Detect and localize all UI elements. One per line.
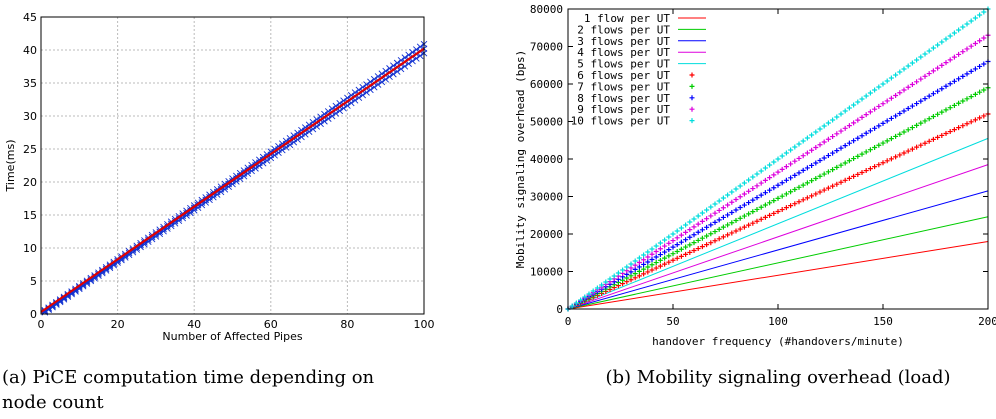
chart-a-x-axis-label: Number of Affected Pipes [162,330,302,343]
chart-b-y-tick-label: 70000 [530,41,563,54]
chart-b-legend: 1 flow per UT2 flows per UT3 flows per U… [571,12,706,128]
chart-b-legend-label: 9 flows per UT [577,103,670,116]
chart-b-legend-point-swatch [689,72,695,78]
chart-b-ticks: 0 50 100 150 200 0 10000 20000 30000 40000 50000 60… [530,3,996,328]
chart-b-series-points [565,111,991,312]
chart-b-x-axis-label: handover frequency (#handovers/minute) [652,335,904,348]
chart-a-fit-line [40,47,425,313]
chart-b-legend-point-swatch [689,83,695,89]
chart-a-y-tick-label: 35 [23,77,37,90]
chart-a-y-tick-label: 30 [23,110,37,123]
chart-a-y-tick-label: 20 [23,176,37,189]
chart-b-x-tick-label: 0 [565,315,572,328]
chart-a-y-tick-label: 40 [23,44,37,57]
chart-b-y-tick-label: 20000 [530,228,563,241]
chart-a-marks [40,40,428,316]
chart-a-x-tick-label: 40 [187,318,201,331]
chart-b-legend-label: 6 flows per UT [577,69,670,82]
chart-b-y-axis-label: Mobility signaling overhead (bps) [514,50,527,269]
chart-b-legend-label: 7 flows per UT [577,80,670,93]
chart-a-x-tick-label: 20 [111,318,125,331]
chart-a-ticks: 0 20 40 60 80 100 0 5 10 15 20 25 30 35 40 45 [23,11,435,331]
chart-b-legend-point-swatch [689,118,695,124]
chart-b-legend-label: 3 flows per UT [577,35,670,48]
chart-b-series-line [567,241,989,310]
chart-b-legend-label: 1 flow per UT [584,12,670,25]
chart-a-y-tick-label: 25 [23,143,37,156]
chart-b-x-tick-label: 150 [873,315,893,328]
chart-b-series-line [567,190,989,310]
chart-b-y-tick-label: 0 [556,303,563,316]
chart-a-y-tick-label: 0 [30,308,37,321]
chart-a-plot-frame [40,16,425,315]
chart-b-series-line [567,164,989,310]
chart-a-caption-line2: node count [2,392,104,413]
chart-b-legend-point-swatch [689,106,695,112]
chart-a-x-tick-label: 100 [414,318,435,331]
chart-b-y-tick-label: 40000 [530,153,563,166]
chart-a-caption-line1: (a) PiCE computation time depending on [2,367,375,388]
chart-b-series-line [567,137,989,310]
chart-a-y-axis-label: Time(ms) [4,140,17,193]
chart-b-legend-point-swatch [689,95,695,101]
chart-a-y-tick-label: 5 [30,275,37,288]
chart-b-x-tick-label: 100 [768,315,788,328]
chart-b-series-line [567,216,989,310]
chart-a-x-tick-label: 0 [38,318,45,331]
chart-a-y-tick-label: 10 [23,242,37,255]
chart-b-legend-label: 2 flows per UT [577,23,670,36]
chart-a-x-tick-label: 60 [264,318,278,331]
chart-a-y-tick-label: 15 [23,209,37,222]
chart-b-y-tick-label: 30000 [530,191,563,204]
chart-b-y-tick-label: 60000 [530,78,563,91]
chart-b-x-tick-label: 50 [666,315,679,328]
chart-a-y-tick-label: 45 [23,11,37,24]
chart-b-legend-label: 5 flows per UT [577,58,670,71]
chart-b-legend-label: 4 flows per UT [577,46,670,59]
chart-b-y-tick-label: 50000 [530,116,563,129]
chart-b-legend-label: 8 flows per UT [577,92,670,105]
chart-a-x-tick-label: 80 [340,318,354,331]
chart-b-x-tick-label: 200 [978,315,996,328]
chart-b-legend-label: 10 flows per UT [571,115,671,128]
chart-b-y-tick-label: 10000 [530,266,563,279]
chart-b-y-tick-label: 80000 [530,3,563,16]
chart-a-gridlines [41,17,424,314]
chart-b-caption: (b) Mobility signaling overhead (load) [605,367,950,388]
